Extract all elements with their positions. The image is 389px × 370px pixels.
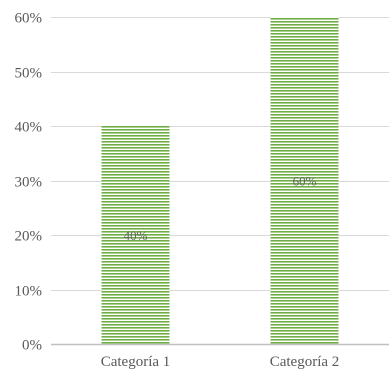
- data-label: 40%: [124, 228, 148, 243]
- x-axis-category-labels: Categoría 1 Categoría 2: [101, 354, 340, 370]
- y-tick-label: 50%: [15, 66, 43, 82]
- y-tick-label: 10%: [15, 284, 43, 300]
- x-category-label: Categoría 1: [101, 354, 171, 370]
- data-labels: 40% 60%: [124, 174, 317, 244]
- y-tick-label: 60%: [15, 11, 43, 27]
- y-tick-label: 30%: [15, 175, 43, 191]
- y-tick-label: 40%: [15, 120, 43, 136]
- bar: [270, 17, 339, 344]
- bar: [101, 126, 170, 344]
- y-axis-tick-labels: 0% 10% 20% 30% 40% 50% 60%: [15, 11, 43, 354]
- y-tick-label: 0%: [22, 338, 42, 354]
- x-category-label: Categoría 2: [270, 354, 340, 370]
- data-label: 60%: [293, 174, 317, 189]
- bars: [101, 17, 339, 344]
- y-tick-label: 20%: [15, 229, 43, 245]
